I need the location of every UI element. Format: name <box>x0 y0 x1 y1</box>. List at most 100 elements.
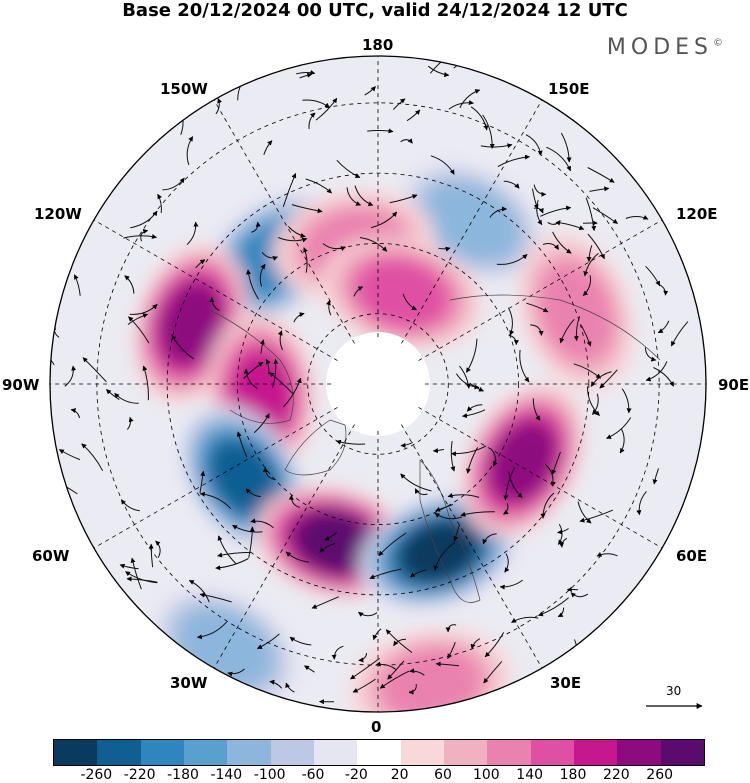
wind-arrow <box>259 263 266 287</box>
meridian-line <box>93 407 338 549</box>
wind-arrow <box>155 540 161 559</box>
lon-label-30w: 30W <box>170 674 208 692</box>
wind-arrow <box>653 367 675 387</box>
wind-arrow <box>596 552 618 557</box>
wind-arrow <box>453 524 461 542</box>
wind-arrow <box>482 533 497 545</box>
wind-arrow <box>302 99 330 108</box>
wind-arrow <box>435 504 454 512</box>
wind-arrow <box>490 448 498 467</box>
wind-arrow <box>125 571 158 584</box>
wind-arrow <box>268 372 294 394</box>
wind-arrow <box>346 187 362 206</box>
wind-arrow <box>372 628 382 641</box>
wind-arrow <box>311 596 339 609</box>
colorbar-bin <box>400 740 444 765</box>
landmass-scandinavia <box>419 459 481 603</box>
wind-arrow <box>353 286 364 297</box>
wind-arrow <box>335 439 366 445</box>
wind-arrow <box>427 65 450 78</box>
wind-arrow <box>484 632 505 658</box>
lon-label-60e: 60E <box>676 547 708 565</box>
wind-arrow <box>409 668 425 676</box>
brand-mark: © <box>713 37 728 49</box>
wind-arrow <box>128 316 150 344</box>
wind-arrow <box>73 274 81 296</box>
wind-arrow <box>559 318 575 344</box>
meridian-line <box>401 424 543 669</box>
wind-arrow <box>291 204 323 214</box>
wind-arrow <box>285 682 295 693</box>
wind-arrow <box>299 72 313 79</box>
wind-arrow <box>375 661 397 670</box>
wind-arrow <box>304 665 315 673</box>
wind-arrow <box>447 642 456 659</box>
latitude-circle <box>237 243 519 525</box>
latitude-circle <box>307 313 449 455</box>
wind-arrow <box>246 269 260 300</box>
colorbar-bin <box>573 740 618 765</box>
wind-arrow <box>580 324 592 347</box>
wind-arrow <box>129 304 158 315</box>
wind-arrow <box>319 542 336 553</box>
wind-arrow <box>199 491 232 510</box>
lon-label-90w: 90W <box>2 376 40 394</box>
wind-arrow <box>379 670 410 689</box>
wind-arrow <box>511 616 539 623</box>
meridian-line <box>213 424 355 669</box>
wind-arrow <box>645 361 668 382</box>
wind-arrow <box>586 386 600 416</box>
wind-arrow <box>265 358 271 375</box>
wind-arrow <box>542 243 560 250</box>
wind-arrow <box>195 259 206 269</box>
wind-arrow <box>120 499 140 512</box>
wind-arrow <box>251 221 261 233</box>
colorbar-tick-label: -20 <box>344 767 368 783</box>
wind-arrow <box>81 443 104 472</box>
wind-arrow <box>455 373 480 390</box>
wind-arrow <box>262 466 276 481</box>
wind-arrow <box>123 234 157 239</box>
wind-arrow <box>209 297 220 312</box>
wind-arrow <box>470 106 489 131</box>
lon-label-0: 0 <box>371 718 382 736</box>
lon-label-60w: 60W <box>32 547 70 565</box>
colorbar-bin <box>97 740 141 765</box>
wind-arrow <box>414 488 428 496</box>
wind-arrow <box>162 177 185 191</box>
wind-arrow <box>448 100 474 110</box>
wind-arrow <box>621 388 632 414</box>
wind-arrow <box>186 221 199 245</box>
wind-arrow <box>285 551 309 563</box>
wind-arrow <box>466 447 479 474</box>
wind-arrow <box>652 468 659 485</box>
colorbar-bin <box>443 740 488 765</box>
colorbar-bin <box>617 740 661 765</box>
wind-arrow <box>483 661 503 684</box>
colorbar-bin <box>357 740 401 765</box>
wind-arrow <box>400 138 413 144</box>
wind-arrow <box>243 368 258 389</box>
colorbar-bin <box>54 740 98 765</box>
brand-logo: MODES© <box>607 35 728 60</box>
meridian-line <box>418 407 663 549</box>
wind-arrow <box>278 237 308 243</box>
lon-label-120w: 120W <box>34 205 82 223</box>
wind-arrow <box>507 307 515 336</box>
wind-arrow <box>352 678 376 693</box>
wind-arrow <box>482 114 495 149</box>
wind-arrow <box>465 338 478 373</box>
wind-arrow <box>303 247 308 273</box>
colorbar-tick-label: -100 <box>253 767 286 783</box>
wind-arrow <box>551 451 561 475</box>
lon-label-90e: 90E <box>718 376 750 394</box>
wind-arrow <box>532 398 541 421</box>
wind-arrow <box>393 638 407 647</box>
wind-arrow <box>367 128 394 134</box>
wind-arrow <box>406 109 421 122</box>
wind-arrow <box>503 180 520 189</box>
wind-arrow <box>504 553 510 573</box>
landmass-greenland <box>284 419 347 476</box>
wind-arrow <box>489 206 508 218</box>
wind-arrow <box>295 69 316 75</box>
